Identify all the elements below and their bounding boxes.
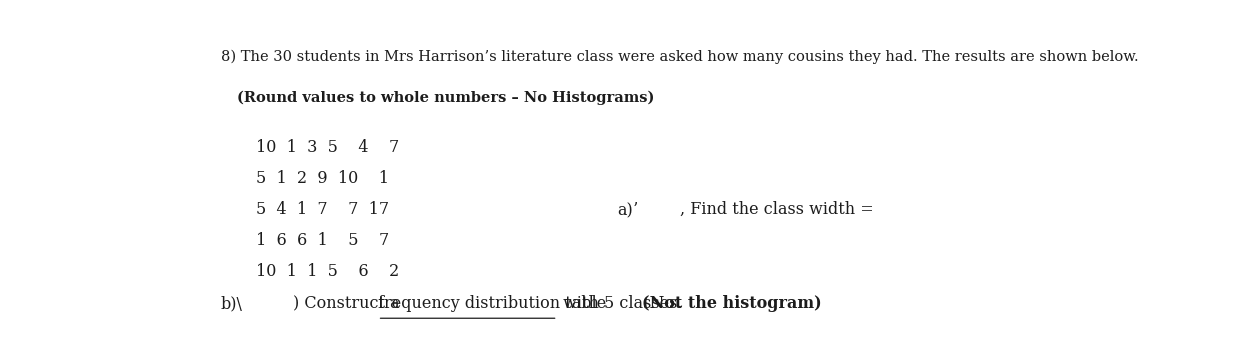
Text: b)\: b)\ bbox=[221, 295, 242, 312]
Text: (Not the histogram): (Not the histogram) bbox=[642, 295, 822, 312]
Text: 1  6  6  1    5    7: 1 6 6 1 5 7 bbox=[256, 232, 390, 249]
Text: frequency distribution table: frequency distribution table bbox=[378, 295, 606, 312]
Text: (Round values to whole numbers – No Histograms): (Round values to whole numbers – No Hist… bbox=[237, 91, 655, 105]
Text: 5  1  2  9  10    1: 5 1 2 9 10 1 bbox=[256, 170, 389, 187]
Text: , Find the class width =: , Find the class width = bbox=[679, 201, 873, 218]
Text: with 5 classes.: with 5 classes. bbox=[558, 295, 692, 312]
Text: 5  4  1  7    7  17: 5 4 1 7 7 17 bbox=[256, 201, 390, 218]
Text: 10  1  1  5    6    2: 10 1 1 5 6 2 bbox=[256, 263, 400, 280]
Text: a)ʼ: a)ʼ bbox=[617, 201, 638, 218]
Text: 10  1  3  5    4    7: 10 1 3 5 4 7 bbox=[256, 139, 400, 156]
Text: ) Construct a: ) Construct a bbox=[293, 295, 405, 312]
Text: 8) The 30 students in Mrs Harrison’s literature class were asked how many cousin: 8) The 30 students in Mrs Harrison’s lit… bbox=[221, 50, 1139, 64]
